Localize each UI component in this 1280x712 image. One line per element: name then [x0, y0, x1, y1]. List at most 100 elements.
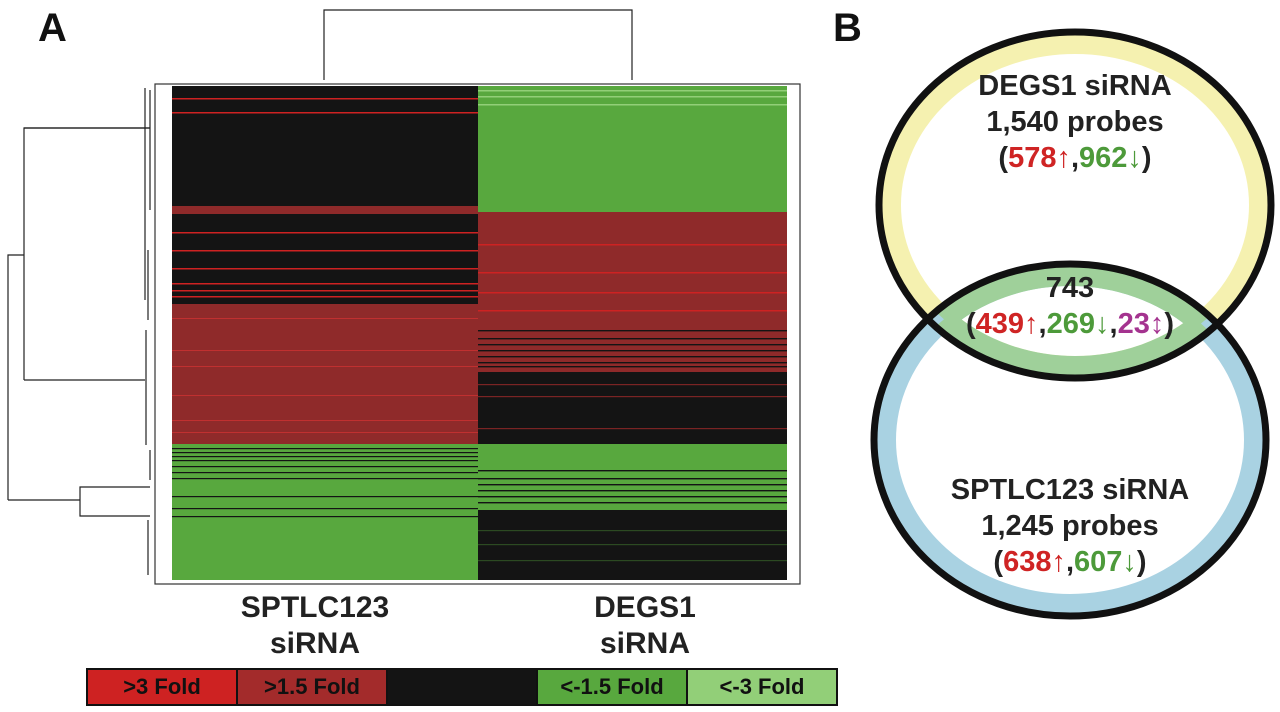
- heatmap-stripe: [172, 452, 478, 454]
- heatmap-stripe: [478, 104, 787, 106]
- heatmap-stripe: [478, 544, 787, 546]
- venn-overlap-counts: (439↑,269↓,23↕): [965, 308, 1174, 340]
- down-arrow-icon: ↓: [1095, 308, 1110, 340]
- heatmap-stripe: [478, 272, 787, 274]
- up-count: 439: [975, 308, 1025, 340]
- heatmap-cell: [172, 304, 478, 444]
- heatmap-stripe: [478, 396, 787, 398]
- up-count: 578: [1008, 142, 1057, 174]
- heatmap-stripe: [478, 484, 787, 486]
- up-down-arrow-icon: ↕: [1149, 308, 1165, 340]
- heatmap-stripe: [478, 428, 787, 430]
- venn-overlap-ring: [885, 275, 1255, 378]
- heatmap-stripe: [172, 112, 478, 114]
- heatmap-stripe: [172, 318, 478, 319]
- venn-bottom-title: SPTLC123 siRNA: [950, 474, 1190, 506]
- legend-down: <-1.5 Fold: [538, 670, 688, 704]
- heatmap-stripe: [172, 478, 478, 480]
- heatmap-stripe: [172, 395, 478, 396]
- heatmap-stripe: [172, 268, 478, 270]
- heatmap-stripe: [172, 232, 478, 234]
- up-arrow-icon: ↑: [1056, 142, 1071, 174]
- heatmap-cells: [172, 86, 787, 580]
- up-count: 638: [1003, 546, 1052, 578]
- venn-overlap-text: 743 (439↑,269↓,23↕): [900, 270, 1240, 342]
- up-arrow-icon: ↑: [1051, 546, 1066, 578]
- column-label-degs1: DEGS1 siRNA: [520, 590, 770, 662]
- heatmap-stripe: [172, 283, 478, 285]
- heatmap-stripe: [478, 344, 787, 346]
- heatmap-cell: [172, 86, 478, 206]
- heatmap-stripe: [172, 98, 478, 100]
- panel-label-b: B: [833, 6, 862, 50]
- fold-change-legend: >3 Fold >1.5 Fold <-1.5 Fold <-3 Fold: [86, 668, 838, 706]
- heatmap-stripe: [172, 472, 478, 474]
- column-dendrogram: [323, 9, 633, 80]
- panel-label-a: A: [38, 6, 67, 50]
- column-label-line: siRNA: [269, 627, 360, 660]
- down-count: 962: [1079, 142, 1128, 174]
- heatmap-stripe: [172, 296, 478, 298]
- heatmap-stripe: [172, 420, 478, 421]
- venn-diagram: [870, 28, 1275, 620]
- heatmap-stripe: [478, 362, 787, 364]
- heatmap-cell: [478, 86, 787, 212]
- heatmap-stripe: [478, 330, 787, 332]
- heatmap-stripe: [172, 496, 478, 498]
- heatmap-stripe: [478, 350, 787, 352]
- down-count: 607: [1074, 546, 1123, 578]
- column-label-line: siRNA: [599, 627, 690, 660]
- heatmap-cell: [172, 444, 478, 580]
- legend-up-strong: >3 Fold: [88, 670, 238, 704]
- venn-bottom-probes: 1,245 probes: [981, 510, 1159, 542]
- heatmap-stripe: [478, 530, 787, 532]
- heatmap-stripe: [478, 356, 787, 358]
- venn-bottom-text: SPTLC123 siRNA 1,245 probes (638↑,607↓): [920, 472, 1220, 580]
- down-arrow-icon: ↓: [1122, 546, 1137, 578]
- heatmap-stripe: [172, 516, 478, 518]
- column-label-line: DEGS1: [594, 591, 696, 624]
- venn-overlap-total: 743: [1045, 272, 1095, 304]
- heatmap-stripe: [478, 96, 787, 98]
- heatmap-cell: [478, 444, 787, 482]
- down-count: 269: [1046, 308, 1095, 340]
- heatmap-stripe: [478, 244, 787, 246]
- heatmap-stripe: [478, 560, 787, 562]
- heatmap-stripe: [478, 384, 787, 386]
- down-arrow-icon: ↓: [1127, 142, 1142, 174]
- both-count: 23: [1117, 308, 1150, 340]
- heatmap-stripe: [478, 478, 787, 480]
- heatmap-stripe: [478, 366, 787, 368]
- heatmap-figure: [7, 9, 801, 585]
- heatmap-stripe: [172, 448, 478, 450]
- heatmap-stripe: [172, 460, 478, 462]
- heatmap-stripe: [478, 90, 787, 92]
- heatmap-stripe: [478, 470, 787, 472]
- heatmap-stripe: [478, 496, 787, 498]
- row-dendrogram: [7, 88, 151, 575]
- venn-bottom-counts: (638↑,607↓): [993, 546, 1147, 578]
- heatmap-cell: [172, 206, 478, 214]
- heatmap-cell: [172, 214, 478, 304]
- heatmap-stripe: [478, 502, 787, 504]
- venn-outline-bottom: [870, 260, 1270, 620]
- heatmap-stripe: [172, 466, 478, 468]
- heatmap-stripe: [172, 350, 478, 351]
- venn-top-probes: 1,540 probes: [986, 106, 1164, 138]
- heatmap-cell: [478, 372, 787, 444]
- heatmap-stripe: [478, 292, 787, 294]
- legend-down-strong: <-3 Fold: [688, 670, 836, 704]
- up-arrow-icon: ↑: [1024, 308, 1039, 340]
- column-label-line: SPTLC123: [240, 591, 390, 624]
- legend-neutral: [388, 670, 538, 704]
- heatmap-stripe: [172, 508, 478, 510]
- heatmap-stripe: [478, 490, 787, 492]
- heatmap-stripe: [172, 432, 478, 433]
- legend-up: >1.5 Fold: [238, 670, 388, 704]
- heatmap-stripe: [172, 290, 478, 292]
- heatmap-stripe: [172, 250, 478, 252]
- venn-top-text: DEGS1 siRNA 1,540 probes (578↑,962↓): [925, 68, 1225, 176]
- heatmap-stripe: [478, 310, 787, 312]
- heatmap-stripe: [172, 456, 478, 458]
- column-label-sptlc123: SPTLC123 siRNA: [190, 590, 440, 662]
